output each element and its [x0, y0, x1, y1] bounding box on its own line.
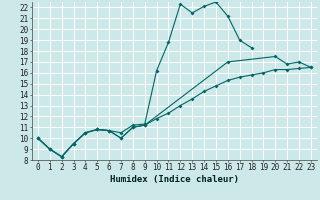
X-axis label: Humidex (Indice chaleur): Humidex (Indice chaleur) — [110, 175, 239, 184]
